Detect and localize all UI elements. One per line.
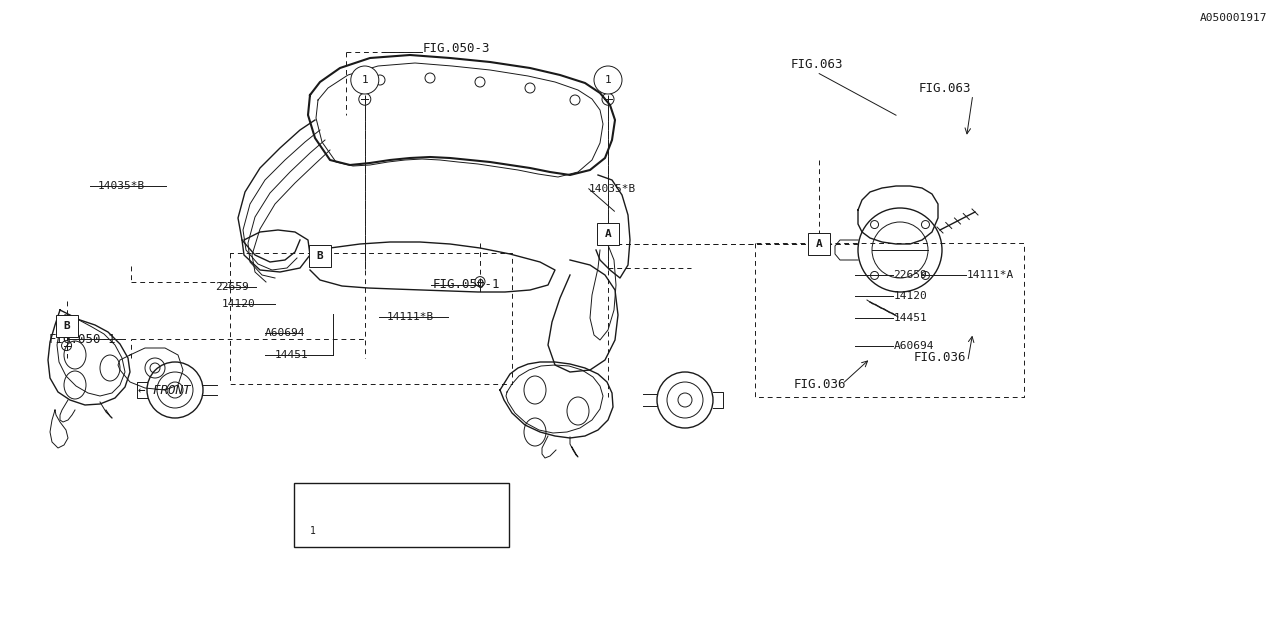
- Text: FIG.036: FIG.036: [914, 351, 966, 364]
- FancyBboxPatch shape: [808, 234, 831, 255]
- Circle shape: [594, 66, 622, 94]
- Text: 1: 1: [361, 75, 369, 85]
- Text: 14451: 14451: [275, 350, 308, 360]
- Text: A: A: [604, 228, 612, 239]
- Text: A050001917: A050001917: [1199, 13, 1267, 23]
- Text: 22659: 22659: [893, 270, 927, 280]
- Text: ← FRONT: ← FRONT: [138, 384, 191, 397]
- Text: 14451: 14451: [893, 313, 927, 323]
- Text: 22659: 22659: [215, 282, 248, 292]
- Text: 14111*A: 14111*A: [966, 270, 1014, 280]
- FancyBboxPatch shape: [596, 223, 620, 244]
- Text: 1: 1: [604, 75, 612, 85]
- Text: 1: 1: [310, 526, 315, 536]
- Circle shape: [351, 66, 379, 94]
- Text: FIG.036: FIG.036: [794, 378, 846, 390]
- Text: FIG.063: FIG.063: [791, 58, 844, 70]
- Text: FIG.050-1: FIG.050-1: [49, 333, 116, 346]
- Text: A60694: A60694: [265, 328, 306, 338]
- Text: 14120: 14120: [221, 299, 255, 309]
- Text: B: B: [316, 251, 324, 261]
- Text: A: A: [815, 239, 823, 250]
- FancyBboxPatch shape: [294, 483, 509, 547]
- Text: B: B: [63, 321, 70, 332]
- Text: 14120: 14120: [893, 291, 927, 301]
- Circle shape: [301, 519, 324, 543]
- FancyBboxPatch shape: [55, 316, 78, 337]
- Text: A60694: A60694: [893, 340, 934, 351]
- Text: FIG.050-1: FIG.050-1: [433, 278, 500, 291]
- Text: J20605 (1203-): J20605 (1203-): [310, 494, 404, 504]
- FancyBboxPatch shape: [308, 245, 332, 267]
- Text: 14111*B: 14111*B: [387, 312, 434, 322]
- Text: 14035*B: 14035*B: [589, 184, 636, 194]
- Text: FIG.050-3: FIG.050-3: [422, 42, 490, 54]
- Text: FIG.063: FIG.063: [919, 82, 972, 95]
- Text: 0104S*C(-1203): 0104S*C(-1203): [329, 526, 424, 536]
- Text: 14035*B: 14035*B: [97, 180, 145, 191]
